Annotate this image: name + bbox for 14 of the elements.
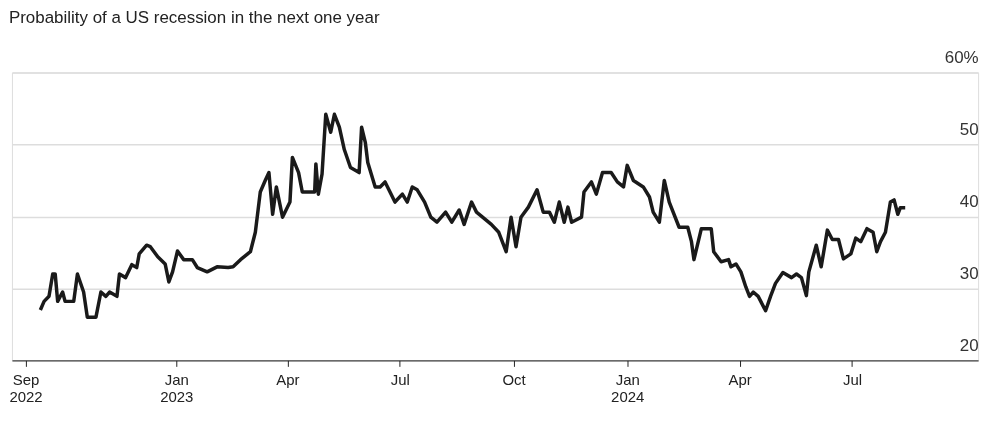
y-tick-label: 30	[959, 263, 979, 283]
y-tick-label: 60%	[944, 48, 979, 68]
x-tick-label: Jul	[843, 370, 863, 388]
x-tick-label: Apr	[728, 370, 752, 388]
y-tick-label: 50	[959, 120, 979, 140]
chart-title: Probability of a US recession in the next one year	[8, 7, 380, 27]
y-tick-label: 40	[959, 191, 979, 211]
x-tick-label: Jan 2024	[611, 370, 645, 405]
x-tick-label: Jan 2023	[160, 370, 194, 405]
x-tick-label: Oct	[502, 370, 527, 388]
x-tick-label: Sep 2022	[9, 370, 43, 405]
x-tick-label: Jul	[390, 370, 410, 388]
y-tick-label: 20	[959, 335, 979, 355]
x-tick-label: Apr	[276, 370, 300, 388]
